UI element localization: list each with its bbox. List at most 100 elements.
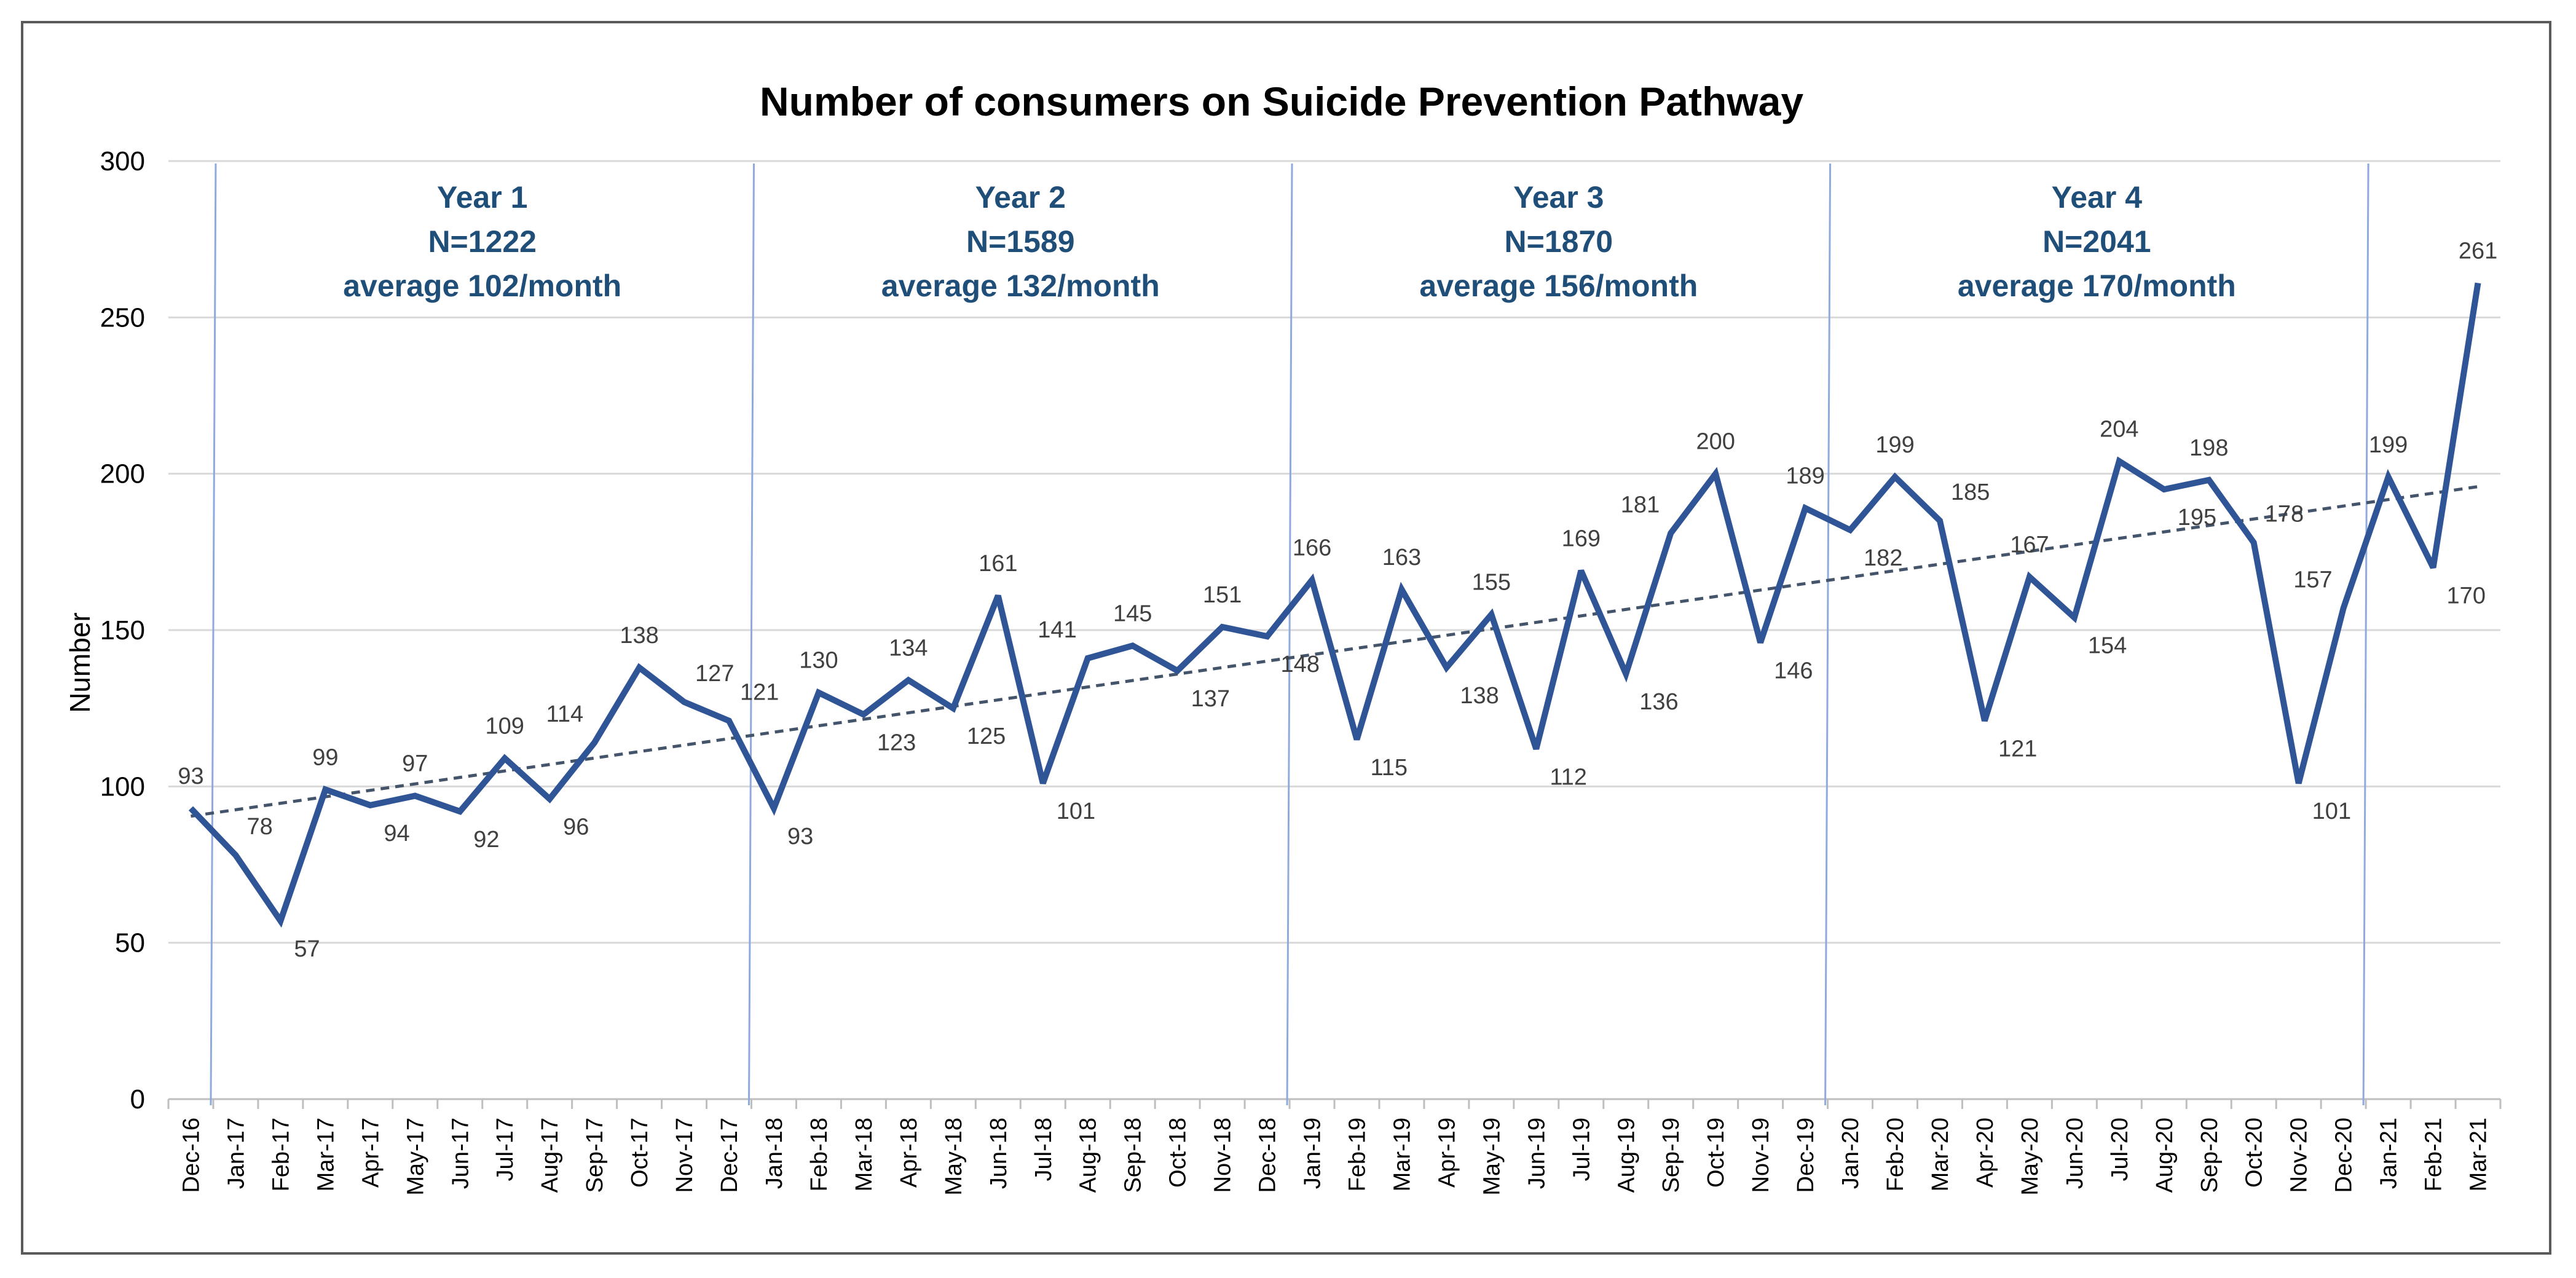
year-annotation-line1: Year 1 — [437, 180, 527, 215]
x-tick-label: Dec-16 — [178, 1118, 204, 1193]
data-label: 189 — [1786, 463, 1824, 489]
year-divider — [748, 163, 755, 1106]
data-label: 166 — [1293, 535, 1331, 561]
chart-frame: Number of consumers on Suicide Preventio… — [21, 21, 2551, 1255]
data-label: 181 — [1621, 492, 1660, 518]
x-tick-label: Oct-17 — [627, 1118, 653, 1188]
x-tick-label: Nov-20 — [2286, 1118, 2312, 1193]
x-tick-label: Feb-19 — [1344, 1118, 1370, 1191]
data-label: 178 — [2265, 502, 2304, 527]
x-tick-label: Apr-20 — [1972, 1118, 1998, 1188]
y-tick-label: 150 — [100, 615, 145, 645]
x-tick-label: Feb-20 — [1883, 1118, 1908, 1191]
data-label: 130 — [799, 648, 838, 674]
x-tick-label: May-18 — [941, 1118, 967, 1196]
x-tick-label: Sep-17 — [582, 1118, 608, 1193]
data-label: 96 — [563, 815, 589, 840]
data-label: 97 — [402, 751, 428, 777]
data-label: 115 — [1370, 755, 1408, 781]
x-tick-label: Jan-19 — [1300, 1118, 1326, 1189]
data-label: 148 — [1281, 652, 1320, 677]
data-label: 169 — [1562, 526, 1601, 551]
y-tick-label: 0 — [130, 1084, 145, 1114]
y-tick-label: 250 — [100, 302, 145, 333]
data-label: 78 — [246, 814, 272, 840]
year-annotation-line1: Year 2 — [975, 180, 1066, 215]
y-axis-label: Number — [64, 612, 96, 713]
data-label: 199 — [1875, 432, 1914, 458]
year-annotation: Year 4 N=2041 average 170/month — [1958, 180, 2236, 303]
x-tick-label: Oct-19 — [1703, 1118, 1729, 1188]
x-tick-label: Aug-18 — [1076, 1118, 1101, 1193]
x-tick-label: Dec-17 — [717, 1118, 742, 1193]
x-tick-label: Mar-18 — [851, 1118, 877, 1191]
data-label: 121 — [740, 680, 779, 706]
x-tick-label: Jul-20 — [2107, 1118, 2133, 1181]
x-tick-label: Jan-21 — [2376, 1118, 2402, 1189]
x-tick-label: Mar-20 — [1928, 1118, 1953, 1191]
data-label: 112 — [1550, 764, 1587, 790]
data-label: 261 — [2459, 238, 2497, 264]
data-label: 93 — [787, 824, 813, 850]
year-divider — [2362, 163, 2369, 1106]
x-tick-label: Nov-18 — [1210, 1118, 1236, 1193]
year-divider — [1824, 163, 1832, 1106]
data-label: 121 — [1998, 736, 2037, 762]
data-label: 155 — [1472, 570, 1511, 596]
data-label: 127 — [695, 661, 734, 687]
y-tick-label: 100 — [100, 771, 145, 802]
data-label: 151 — [1203, 582, 1242, 608]
y-axis: 0 50 100 150 200 250 300 — [100, 146, 145, 1114]
data-label: 161 — [979, 551, 1017, 577]
x-tick-label: Apr-17 — [358, 1118, 384, 1188]
x-tick-label: Jun-20 — [2062, 1118, 2088, 1189]
year-divider — [1286, 163, 1293, 1106]
x-tick-label: Feb-18 — [806, 1118, 832, 1191]
x-tick-label: Jul-18 — [1031, 1118, 1057, 1181]
x-tick-label: Jun-18 — [986, 1118, 1012, 1189]
data-label: 109 — [486, 714, 524, 740]
year-annotation-line3: average 132/month — [881, 269, 1160, 303]
year-annotation-line3: average 102/month — [343, 269, 621, 303]
data-label: 137 — [1191, 686, 1230, 712]
x-tick-label: Apr-18 — [896, 1118, 922, 1188]
series-line — [188, 282, 2481, 928]
data-label: 163 — [1382, 545, 1421, 570]
data-label: 154 — [2088, 633, 2127, 659]
data-label: 145 — [1113, 601, 1152, 626]
y-tick-label: 50 — [115, 928, 145, 958]
data-label: 146 — [1774, 658, 1813, 684]
data-label: 185 — [1951, 479, 1990, 505]
year-annotation-line3: average 156/month — [1419, 269, 1698, 303]
x-tick-label: Sep-19 — [1658, 1118, 1684, 1193]
x-tick-label: May-19 — [1479, 1118, 1505, 1196]
data-label: 92 — [473, 827, 499, 853]
data-label: 114 — [546, 701, 584, 727]
x-tick-label: Aug-17 — [537, 1118, 563, 1193]
data-label: 94 — [384, 821, 409, 846]
data-label: 57 — [294, 936, 320, 962]
data-label: 198 — [2189, 435, 2228, 461]
data-label: 170 — [2447, 583, 2486, 609]
y-tick-label: 200 — [100, 459, 145, 489]
data-label: 123 — [877, 730, 916, 755]
data-label: 101 — [1057, 799, 1095, 824]
data-label: 136 — [1639, 689, 1678, 715]
x-tick-label: Nov-19 — [1748, 1118, 1774, 1193]
data-label: 182 — [1864, 545, 1902, 571]
x-tick-label: Aug-19 — [1613, 1118, 1639, 1193]
x-tick-label: Feb-17 — [268, 1118, 294, 1191]
series-group — [188, 282, 2481, 928]
x-tick-label: Oct-20 — [2242, 1118, 2267, 1188]
year-annotation: Year 3 N=1870 average 156/month — [1419, 180, 1698, 303]
data-label: 138 — [1460, 683, 1499, 709]
x-tick-label: Jan-20 — [1838, 1118, 1864, 1189]
data-label: 204 — [2100, 416, 2138, 442]
x-axis: Dec-16 Jan-17 Feb-17 Mar-17 Apr-17 May-17 Jun-… — [167, 1099, 2502, 1196]
x-tick-label: Dec-20 — [2331, 1118, 2357, 1193]
data-label: 138 — [620, 623, 658, 649]
x-tick-label: Mar-19 — [1389, 1118, 1415, 1191]
x-tick-label: Jan-17 — [223, 1118, 249, 1189]
x-tick-label: Jan-18 — [762, 1118, 787, 1189]
chart-title: Number of consumers on Suicide Preventio… — [760, 79, 1803, 124]
